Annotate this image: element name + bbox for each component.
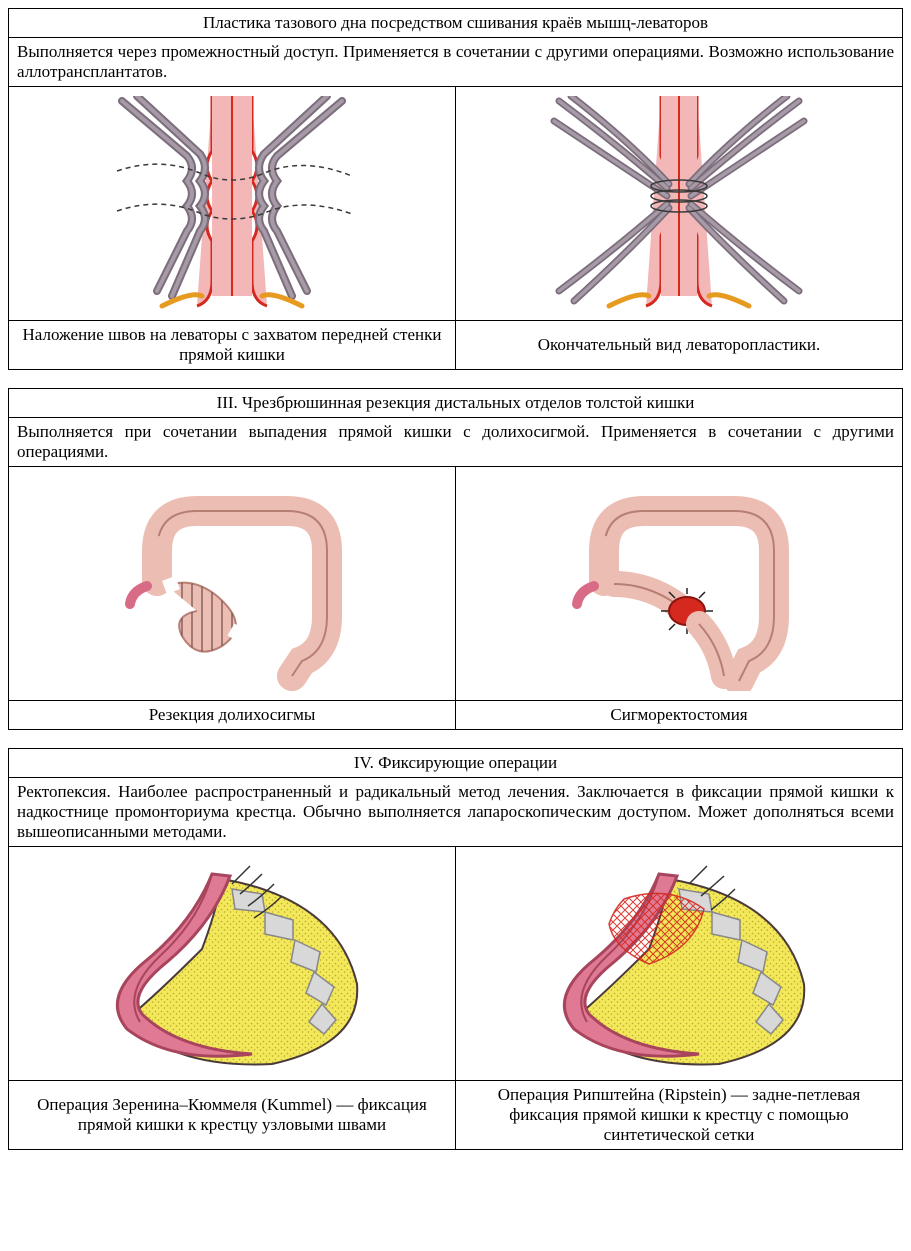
diagram-kummel	[9, 847, 456, 1081]
section-description: Выполняется при сочетании выпадения прям…	[9, 418, 903, 467]
panel-caption: Резекция долихосигмы	[9, 701, 456, 730]
diagram-anastomosis	[456, 467, 903, 701]
panel-caption: Наложение швов на леваторы с захватом пе…	[9, 321, 456, 370]
panel-caption: Сигморектостомия	[456, 701, 903, 730]
panel-caption: Операция Рипштейна (Ripstein) — задне-пе…	[456, 1081, 903, 1150]
section-title: III. Чрезбрюшинная резекция дистальных о…	[9, 389, 903, 418]
diagram-resection	[9, 467, 456, 701]
panel-caption: Окончательный вид леваторопластики.	[456, 321, 903, 370]
panel-caption: Операция Зеренина–Кюммеля (Kummel) — фик…	[9, 1081, 456, 1150]
section-description: Выполняется через промежностный доступ. …	[9, 38, 903, 87]
diagram-ripstein	[456, 847, 903, 1081]
section-resection: III. Чрезбрюшинная резекция дистальных о…	[8, 388, 903, 730]
section-levatoroplasty: Пластика тазового дна посредством сшиван…	[8, 8, 903, 370]
diagram-levator-before	[9, 87, 456, 321]
section-title: IV. Фиксирующие операции	[9, 749, 903, 778]
section-title: Пластика тазового дна посредством сшиван…	[9, 9, 903, 38]
section-rectopexy: IV. Фиксирующие операции Ректопексия. На…	[8, 748, 903, 1150]
diagram-levator-after	[456, 87, 903, 321]
section-description: Ректопексия. Наиболее распространенный и…	[9, 778, 903, 847]
